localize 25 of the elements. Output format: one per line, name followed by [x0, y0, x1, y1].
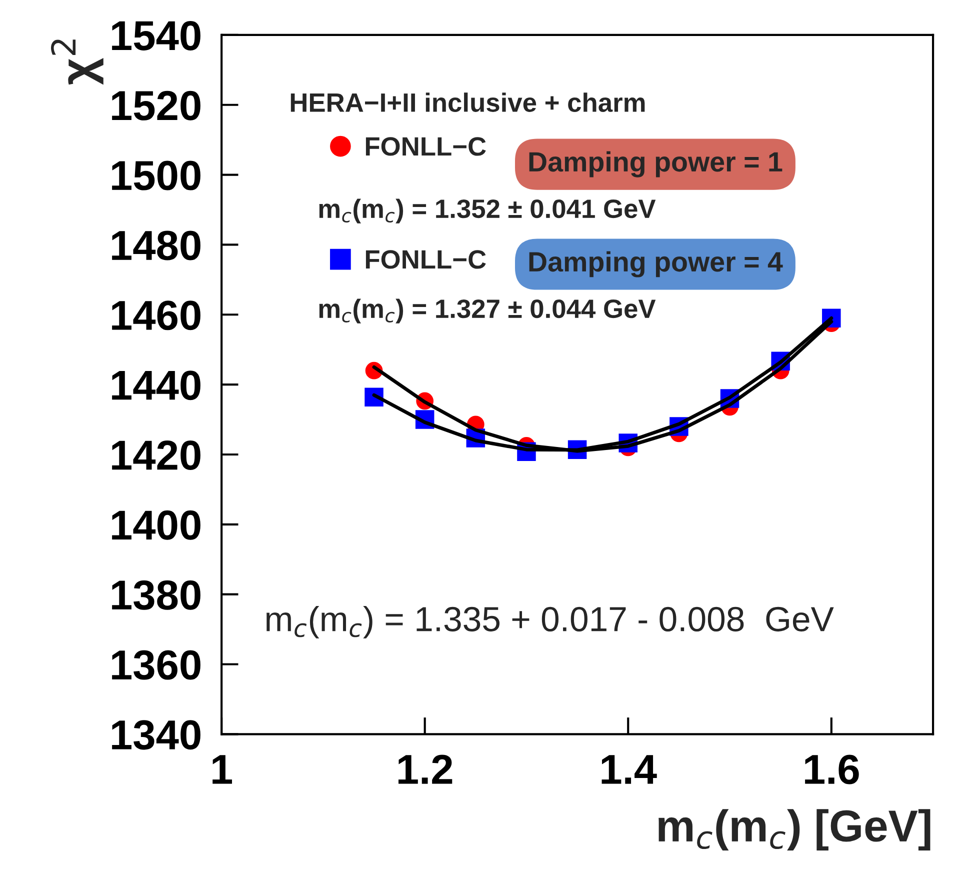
x-tick-label: 1.2 — [398, 754, 452, 784]
annotation: Damping power = 1 — [529, 151, 782, 178]
annotation: Damping power = 4 — [529, 251, 783, 278]
annotation: m$_{c}$(m$_{c}$) = 1.327 ± 0.044 GeV — [319, 298, 656, 324]
y-tick-label: 1480 — [112, 230, 200, 260]
y-tick-label: 1440 — [112, 370, 200, 400]
x-tick-label: 1.6 — [805, 754, 859, 784]
y-tick-label: 1360 — [112, 650, 200, 680]
y-tick-label: 1400 — [112, 510, 200, 540]
y-tick-label: 1500 — [112, 160, 200, 190]
y-tick-label: 1540 — [112, 20, 200, 50]
y-tick-label: 1340 — [112, 720, 200, 750]
y-axis-title: χ$^{2}$ — [50, 40, 104, 85]
y-tick-label: 1420 — [112, 440, 200, 470]
annotation: HERA−I+II inclusive + charm — [290, 92, 645, 112]
y-tick-label: 1460 — [112, 300, 200, 330]
y-tick-label: 1520 — [112, 90, 200, 120]
x-axis-title: m$_{c}$(m$_{c}$) [GeV] — [658, 809, 930, 851]
legend-label: FONLL−C — [366, 250, 486, 269]
y-tick-label: 1380 — [112, 580, 200, 610]
legend-label: FONLL−C — [366, 137, 486, 156]
annotation: m$_{c}$(m$_{c}$) = 1.352 ± 0.041 GeV — [319, 198, 656, 224]
x-tick-label: 1 — [212, 755, 232, 784]
annotation: m$_{c}$(m$_{c}$) = 1.335 + 0.017 - 0.008 GeV — [266, 606, 834, 638]
x-tick-label: 1.4 — [602, 755, 657, 784]
